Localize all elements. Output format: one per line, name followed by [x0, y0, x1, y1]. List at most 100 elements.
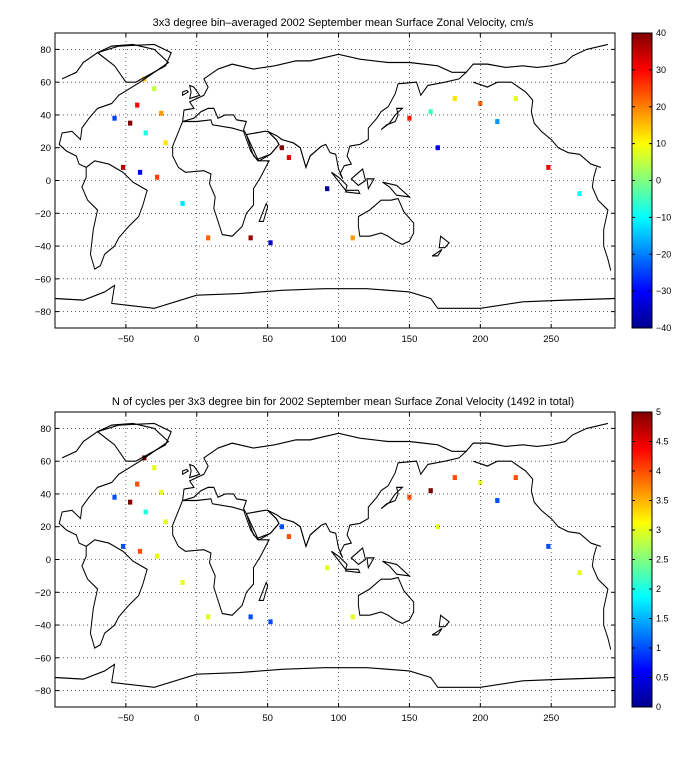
x-tick-label: −50 — [118, 334, 134, 345]
y-tick-label: −60 — [35, 274, 51, 285]
colorbar-tick-label: 2 — [656, 584, 661, 594]
bin-cell — [152, 86, 157, 92]
bin-cell — [268, 619, 273, 625]
bin-cell — [135, 102, 140, 108]
bin-cell — [286, 155, 292, 161]
coastline — [55, 422, 615, 689]
colorbar-tick-label: 2.5 — [656, 555, 669, 565]
y-tick-label: 40 — [40, 489, 51, 500]
bin-cell — [428, 109, 433, 115]
heatmap-panel-1: −50 0 50 100 150 200 250−80−60−40−20020406080−… — [35, 28, 671, 345]
heatmap-panel-2: −50 0 50 100 150 200 250−80−60−40−200204060800… — [35, 407, 669, 724]
y-tick-label: 0 — [46, 555, 51, 566]
colorbar-tick-label: 0 — [656, 702, 661, 712]
bin-cell — [128, 120, 133, 126]
bin-cell — [452, 475, 457, 481]
bin-cell — [279, 524, 284, 530]
bin-cell — [112, 494, 117, 500]
x-tick-label: 0 — [194, 334, 199, 345]
bin-cell — [248, 235, 253, 241]
chart-title-2: N of cycles per 3x3 degree bin for 2002 … — [112, 396, 574, 408]
coastline — [55, 43, 615, 310]
bin-cell — [180, 200, 185, 206]
y-tick-label: −40 — [35, 242, 51, 253]
bin-cell — [180, 579, 185, 585]
colorbar-tick-label: 20 — [656, 102, 666, 112]
bin-cell — [120, 543, 126, 549]
bin-cell — [428, 488, 433, 494]
y-tick-label: −60 — [35, 653, 51, 664]
x-tick-label: 200 — [472, 334, 488, 345]
bin-cell — [248, 614, 253, 620]
bin-cell — [163, 519, 168, 525]
x-tick-label: 50 — [262, 713, 273, 724]
bin-cell — [577, 191, 582, 197]
colorbar-tick-label: 1 — [656, 643, 661, 653]
bin-cell — [279, 145, 284, 151]
colorbar-tick-label: −30 — [656, 286, 671, 296]
colorbar-tick-label: 10 — [656, 139, 666, 149]
y-tick-label: −40 — [35, 621, 51, 632]
bin-cell — [137, 169, 143, 175]
y-tick-label: 20 — [40, 143, 51, 154]
bin-cell — [159, 110, 164, 116]
colorbar-tick-label: 3.5 — [656, 496, 669, 506]
y-tick-label: 40 — [40, 110, 51, 121]
x-tick-label: 100 — [331, 713, 347, 724]
colorbar-tick-label: −10 — [656, 212, 671, 222]
colorbar-tick-label: 4.5 — [656, 437, 669, 447]
chart-title-1: 3x3 degree bin–averaged 2002 September m… — [153, 17, 534, 29]
x-tick-label: 50 — [262, 334, 273, 345]
colorbar-tick-label: 1.5 — [656, 614, 669, 624]
colorbar-tick-label: 0.5 — [656, 673, 669, 683]
bin-cell — [577, 570, 582, 576]
bin-cell — [112, 115, 117, 121]
colorbar-tick-label: 5 — [656, 407, 661, 417]
x-tick-label: 250 — [543, 713, 559, 724]
bin-cell — [325, 186, 330, 192]
y-tick-label: 0 — [46, 176, 51, 187]
bin-cell — [137, 548, 143, 554]
x-tick-label: −50 — [118, 713, 134, 724]
x-tick-label: 150 — [402, 713, 418, 724]
x-tick-label: 150 — [402, 334, 418, 345]
colorbar-tick-label: 3 — [656, 525, 661, 535]
y-tick-label: −20 — [35, 588, 51, 599]
bin-cell — [513, 475, 518, 481]
bin-cell — [435, 524, 440, 530]
x-tick-label: 200 — [472, 713, 488, 724]
bin-cell — [546, 164, 551, 170]
bin-cell — [325, 565, 330, 571]
colorbar-tick-label: 30 — [656, 65, 666, 75]
y-tick-label: 80 — [40, 424, 51, 435]
colorbar-tick-label: 40 — [656, 28, 666, 38]
colorbar-tick-label: −20 — [656, 249, 671, 259]
y-tick-label: 60 — [40, 457, 51, 468]
bin-cell — [154, 553, 160, 559]
colorbar-tick-label: −40 — [656, 323, 671, 333]
bin-cell — [350, 614, 355, 620]
bin-cell — [546, 543, 551, 549]
bin-cell — [435, 145, 440, 151]
bin-cell — [205, 235, 211, 241]
bin-cell — [407, 494, 412, 500]
bin-cell — [350, 235, 355, 241]
bin-cell — [135, 481, 140, 487]
bin-cell — [452, 96, 457, 102]
x-tick-label: 250 — [543, 334, 559, 345]
colorbar-tick-label: 4 — [656, 466, 661, 476]
bin-cell — [152, 465, 157, 471]
bin-cell — [154, 174, 160, 180]
bin-cell — [478, 101, 483, 106]
bin-cell — [163, 140, 168, 146]
x-tick-label: 0 — [194, 713, 199, 724]
bin-cell — [159, 489, 164, 495]
bin-cell — [513, 96, 518, 102]
bin-cell — [495, 119, 500, 124]
bin-cell — [143, 130, 148, 136]
x-tick-label: 100 — [331, 334, 347, 345]
bin-cell — [143, 509, 148, 515]
y-tick-label: 80 — [40, 45, 51, 56]
bin-cell — [495, 498, 500, 503]
bin-cell — [478, 480, 483, 485]
